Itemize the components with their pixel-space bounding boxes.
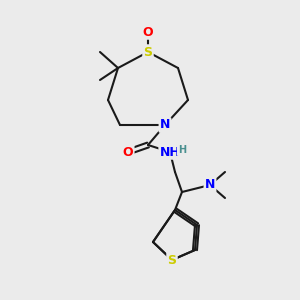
Text: N: N (160, 118, 170, 131)
Text: H: H (178, 145, 186, 155)
Text: S: S (167, 254, 176, 266)
Text: O: O (143, 26, 153, 38)
Text: N: N (205, 178, 215, 191)
Text: S: S (143, 46, 152, 59)
Text: NH: NH (160, 146, 180, 158)
Text: O: O (123, 146, 133, 158)
